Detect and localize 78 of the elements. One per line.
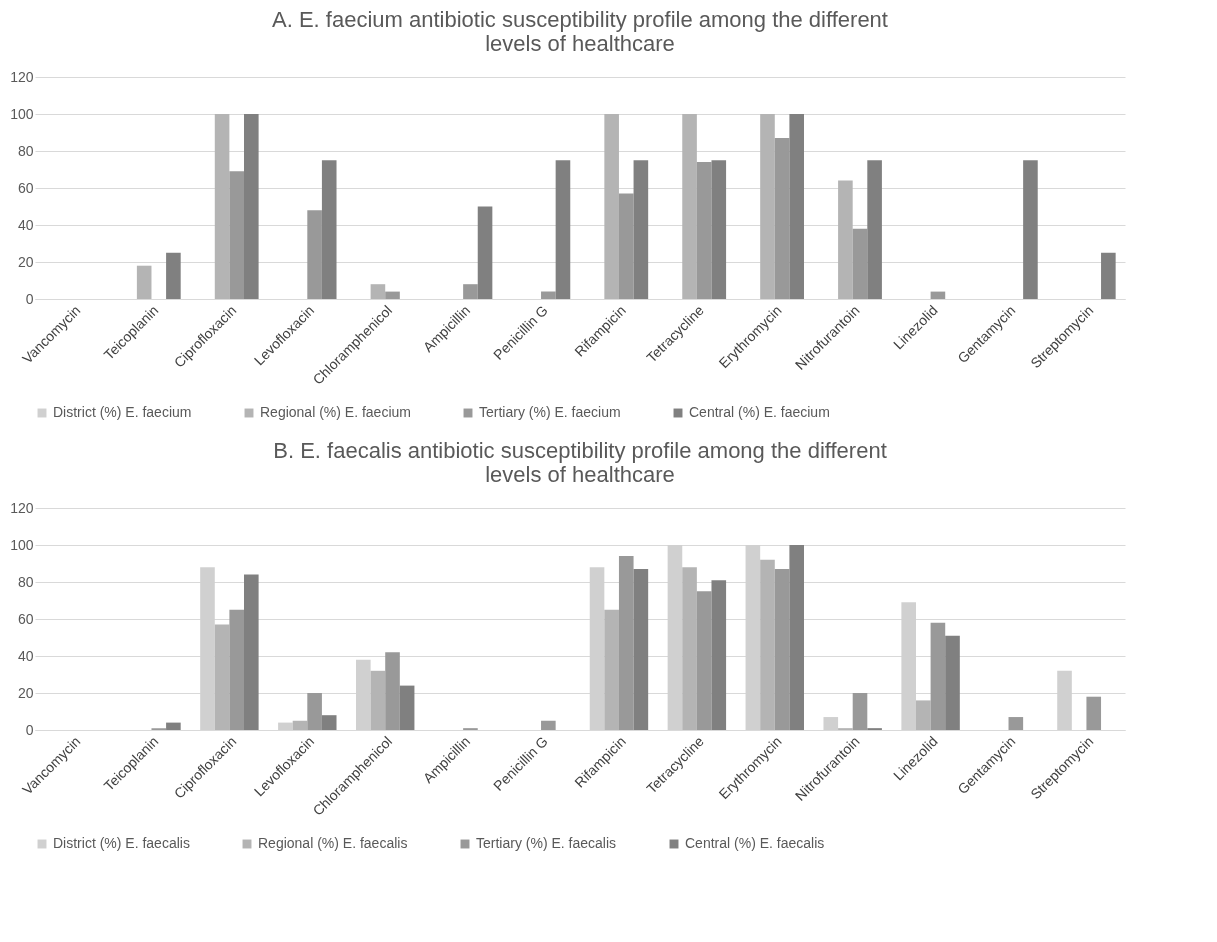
bar: [618, 556, 634, 730]
bar: [385, 652, 400, 730]
y-tick-label: 20: [17, 684, 34, 701]
bar: [229, 171, 244, 299]
bar: [229, 609, 244, 730]
legend-label: Tertiary (%) E. faecalis: [476, 835, 617, 851]
bar: [244, 114, 259, 299]
bar: [711, 160, 727, 299]
bar: [1008, 717, 1024, 730]
bar: [292, 720, 308, 730]
y-tick-label: 100: [10, 105, 34, 122]
chart-title: B. E. faecalis antibiotic susceptibility profile among the different levels of healthcare: [273, 438, 887, 487]
legend-label: Tertiary (%) E. faecium: [479, 404, 621, 420]
legend-label: Regional (%) E. faecium: [260, 404, 411, 420]
bar: [321, 160, 337, 299]
y-tick-label: 60: [17, 610, 34, 627]
bar: [541, 291, 556, 299]
bar: [214, 624, 230, 730]
bar: [696, 162, 712, 299]
bar: [307, 693, 322, 730]
bar: [604, 609, 619, 730]
bar: [244, 574, 259, 730]
bar: [760, 114, 775, 299]
bar: [760, 559, 775, 730]
y-tick-label: 60: [17, 179, 34, 196]
bar: [916, 700, 931, 730]
bar: [1086, 696, 1102, 730]
legend-label: District (%) E. faecalis: [53, 835, 190, 851]
bar: [633, 569, 649, 730]
bar: [1023, 160, 1038, 299]
bar: [618, 193, 634, 299]
y-tick-label: 0: [25, 290, 34, 307]
bar: [604, 114, 619, 299]
bar: [166, 722, 181, 730]
bar: [370, 284, 386, 299]
bar: [838, 180, 853, 299]
bar: [774, 569, 790, 730]
bar: [633, 160, 649, 299]
y-tick-label: 80: [17, 142, 34, 159]
bar: [930, 291, 946, 299]
legend-label: Central (%) E. faecalis: [685, 835, 825, 851]
bar: [696, 591, 712, 730]
bar: [214, 114, 230, 299]
y-tick-label: 40: [17, 647, 34, 664]
y-tick-label: 120: [10, 499, 34, 516]
bar: [307, 210, 322, 299]
bar: [682, 114, 697, 299]
y-tick-label: 100: [10, 536, 34, 553]
bar: [477, 206, 493, 299]
bar: [711, 580, 727, 730]
y-tick-label: 20: [17, 253, 34, 270]
bar: [463, 284, 478, 299]
y-tick-label: 40: [17, 216, 34, 233]
chart-title: A. E. faecium antibiotic susceptibility profile among the different levels of healthcare: [272, 7, 888, 56]
bar: [321, 715, 337, 730]
bar: [555, 160, 571, 299]
bar: [789, 114, 804, 299]
bar: [541, 720, 556, 730]
bar: [399, 685, 415, 730]
y-tick-label: 0: [25, 721, 34, 738]
bar: [945, 635, 960, 730]
y-tick-label: 120: [10, 68, 34, 85]
bar: [682, 567, 697, 730]
bar: [867, 160, 882, 299]
bar: [789, 545, 804, 730]
bar: [1101, 252, 1116, 299]
y-tick-label: 80: [17, 573, 34, 590]
bar: [852, 693, 868, 730]
bar: [930, 622, 946, 730]
legend-label: District (%) E. faecium: [53, 404, 192, 420]
bar: [136, 265, 152, 299]
bar: [166, 252, 181, 299]
bar: [774, 138, 790, 299]
legend-label: Regional (%) E. faecalis: [258, 835, 408, 851]
legend-label: Central (%) E. faecium: [689, 404, 830, 420]
bar: [852, 228, 868, 299]
bar: [385, 291, 400, 299]
bar: [370, 670, 386, 730]
